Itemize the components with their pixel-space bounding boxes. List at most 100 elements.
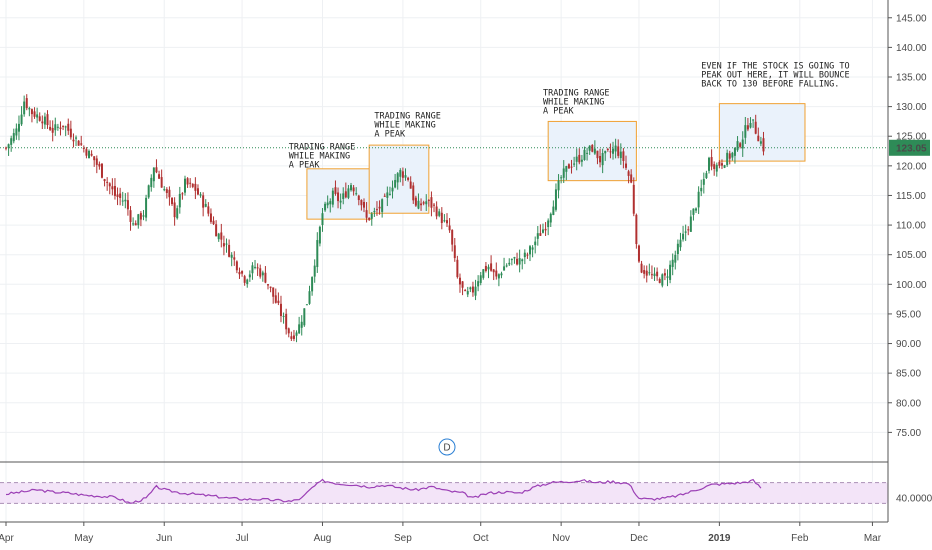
candle-body (165, 189, 168, 193)
candle-body (762, 138, 765, 152)
candle-body (23, 101, 26, 115)
candle-body (723, 165, 726, 168)
candle-body (726, 152, 729, 166)
candle-body (435, 206, 438, 217)
candle-body (59, 127, 62, 129)
candle-body (586, 152, 589, 154)
candle-body (477, 281, 480, 287)
candle-body (495, 270, 498, 277)
candle-body (95, 158, 98, 165)
candle-body (248, 274, 251, 278)
candle-body (474, 286, 477, 296)
candle-body (580, 159, 583, 162)
rsi-line (5, 478, 762, 504)
candle-body (126, 200, 129, 210)
candle-body (635, 214, 638, 245)
candle-body (259, 268, 262, 277)
candle-body (298, 324, 301, 334)
time-tick-label: Oct (473, 533, 489, 544)
candle-body (241, 271, 244, 274)
candle-body (230, 254, 233, 258)
candle-body (261, 272, 264, 276)
candle-body (20, 114, 23, 125)
price-tick-label: 80.00 (896, 398, 921, 409)
time-tick-label: Jul (236, 533, 249, 544)
price-tick-label: 95.00 (896, 309, 921, 320)
annotation-note: EVEN IF THE STOCK IS GOING TO PEAK OUT HE… (701, 62, 849, 90)
candle-body (409, 181, 412, 189)
candle-body (360, 199, 363, 206)
candle-body (617, 146, 620, 156)
annotation-line: TRADING RANGE (374, 111, 441, 121)
candle-body (544, 228, 547, 231)
candle-body (375, 209, 378, 211)
candle-body (529, 246, 532, 255)
candle-body (370, 213, 373, 219)
candle-body (407, 177, 410, 180)
candle-body (521, 259, 524, 262)
candle-body (90, 153, 93, 156)
candle-body (15, 128, 18, 136)
candle-body (274, 295, 277, 303)
dividend-marker-label: D (443, 443, 450, 454)
price-tick-label: 85.00 (896, 369, 921, 380)
candle-body (82, 147, 85, 149)
candle-body (209, 213, 212, 222)
candle-body (67, 123, 70, 131)
price-tick-label: 90.00 (896, 339, 921, 350)
candle-body (28, 108, 31, 110)
candle-body (113, 185, 116, 196)
candle-body (443, 220, 446, 222)
rsi-pane (0, 478, 888, 504)
candle-body (624, 163, 627, 168)
annotation-line: TRADING RANGE (543, 88, 610, 98)
candle-body (171, 197, 174, 205)
annotation-note: TRADING RANGE WHILE MAKING A PEAK (374, 111, 441, 139)
price-tick-label: 75.00 (896, 428, 921, 439)
candle-body (492, 269, 495, 273)
candle-body (433, 204, 436, 206)
candle-body (630, 174, 633, 183)
candle-body (103, 179, 106, 182)
candle-body (272, 287, 275, 297)
candle-body (43, 116, 46, 125)
candle-body (394, 179, 397, 188)
candle-body (619, 151, 622, 159)
annotation-line: PEAK OUT HERE, IT WILL BOUNCE (701, 71, 849, 81)
candle-body (77, 140, 80, 146)
candle-body (222, 243, 225, 247)
candle-body (414, 197, 417, 206)
candle-body (446, 220, 448, 224)
candle-body (746, 125, 749, 130)
candle-body (720, 163, 723, 166)
time-tick-label: Dec (630, 533, 648, 544)
candle-body (134, 223, 137, 226)
candle-body (337, 192, 340, 202)
candle-body (10, 138, 13, 145)
candle-body (142, 215, 145, 217)
annotation-line: A PEAK (543, 106, 575, 116)
candle-body (331, 190, 334, 205)
candle-body (54, 124, 57, 131)
candle-body (627, 171, 630, 176)
candle-body (72, 139, 75, 142)
candle-body (388, 193, 391, 195)
candle-body (513, 257, 516, 259)
candle-body (417, 200, 420, 209)
candle-body (189, 182, 192, 184)
annotation-line: EVEN IF THE STOCK IS GOING TO (701, 62, 849, 72)
candle-body (430, 197, 433, 208)
candle-body (614, 145, 617, 152)
candle-body (12, 133, 15, 142)
candle-body (497, 274, 500, 279)
candle-body (736, 141, 739, 151)
candle-body (254, 266, 257, 268)
candle-body (700, 187, 703, 192)
candle-body (352, 187, 355, 192)
candle-body (132, 223, 135, 225)
rsi-band (0, 482, 888, 504)
annotation-line: BACK TO 130 BEFORE FALLING. (701, 80, 839, 90)
candle-body (256, 267, 259, 269)
candle-body (277, 300, 280, 304)
candle-body (752, 119, 755, 121)
